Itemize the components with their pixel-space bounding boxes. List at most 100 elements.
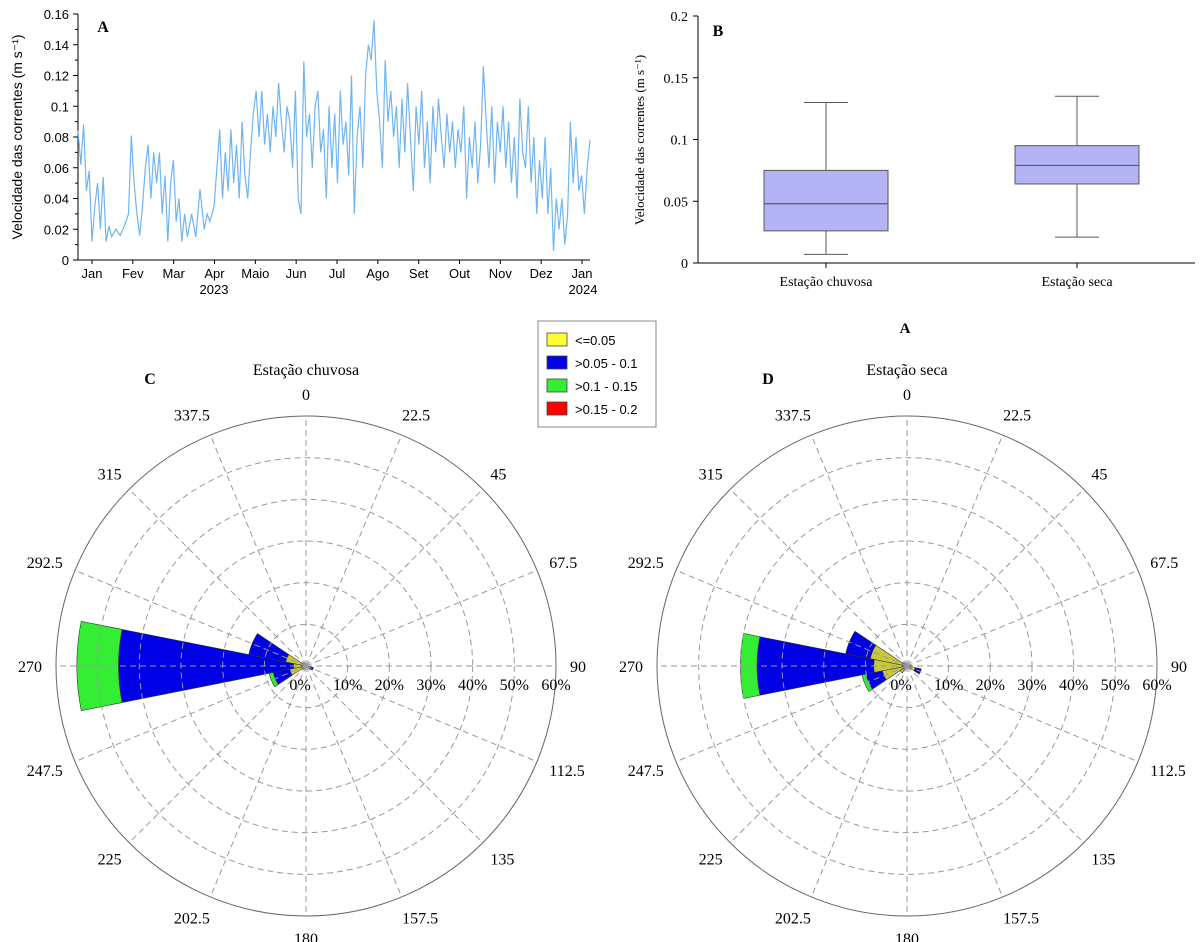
rose-direction-label: 112.5 (549, 763, 584, 780)
rose-direction-label: 270 (619, 659, 643, 676)
a-y-tick-label: 0.1 (51, 99, 69, 114)
rose-direction-label: 90 (570, 659, 586, 676)
rose-title: Estação chuvosa (253, 362, 359, 379)
a-x-tick-label: Apr (204, 266, 225, 281)
rose-spoke (906, 569, 1139, 667)
panel-d-wind-rose: 0 22.5 45 67.5 90 112.5 135 157.5 180 202.5 225 247… (619, 362, 1187, 942)
rose-radial-label: 0% (289, 677, 310, 694)
rose-spoke (729, 488, 908, 667)
a-x-tick-label: Fev (122, 266, 144, 281)
rose-direction-label: 225 (98, 851, 122, 868)
rose-grid-ring (698, 457, 1116, 875)
a-y-tick-label: 0 (62, 253, 69, 268)
rose-direction-label: 157.5 (402, 910, 438, 927)
rose-radial-label: 60% (1142, 677, 1171, 694)
rose-direction-label: 157.5 (1003, 910, 1039, 927)
rose-direction-label: 22.5 (402, 408, 430, 425)
a-y-tick-label: 0.16 (44, 7, 69, 22)
rose-radial-label: 20% (976, 677, 1005, 694)
a-panel-label: A (97, 19, 109, 36)
rose-direction-label: 180 (895, 931, 919, 942)
rose-radial-label: 50% (500, 677, 529, 694)
rose-radial-label: 30% (1017, 677, 1046, 694)
legend-label: >0.15 - 0.2 (575, 402, 638, 417)
rose-radial-label: 20% (375, 677, 404, 694)
legend-label: <=0.05 (575, 333, 616, 348)
rose-direction-label: 67.5 (1150, 555, 1178, 572)
rose-spoke (128, 665, 307, 844)
rose-direction-label: 0 (903, 387, 911, 404)
rose-direction-label: 202.5 (775, 910, 811, 927)
a-x-tick-label: Jan (82, 266, 103, 281)
legend-swatch (546, 355, 568, 370)
rose-direction-label: 135 (490, 851, 514, 868)
legend-swatch (546, 401, 568, 416)
rose-direction-label: 315 (98, 467, 122, 484)
legend-swatch (546, 332, 568, 347)
rose-spoke (675, 569, 908, 667)
rose-direction-label: 202.5 (174, 910, 210, 927)
rose-direction-label: 225 (699, 851, 723, 868)
rose-radial-label: 10% (333, 677, 362, 694)
a-series-line (77, 20, 591, 251)
panel-a-line-chart: 0 0.02 0.04 0.06 0.08 0.1 0.12 0.14 0.16 Jan Fev Ma… (9, 7, 597, 297)
rose-spoke (675, 665, 908, 763)
rose-spoke (128, 488, 307, 667)
a-x-tick-label: Dez (530, 266, 553, 281)
rose-direction-label: 337.5 (174, 408, 210, 425)
rose-spoke (74, 569, 307, 667)
rose-direction-label: 67.5 (549, 555, 577, 572)
panel-b-box-plot: 0 0.05 0.1 0.15 0.2 Estação chuvosa Estação se… (632, 10, 1195, 290)
rose-panel-label: C (144, 371, 156, 388)
rose-spoke (305, 488, 484, 667)
rose-direction-label: 112.5 (1150, 763, 1185, 780)
a-x-tick-label: Jan (572, 266, 593, 281)
a-x-tick-label: Ago (366, 266, 389, 281)
stray-label: A (900, 321, 911, 337)
b-y-axis-label: Velocidade das correntes (m s⁻¹) (632, 55, 647, 225)
rose-spoke (810, 434, 908, 667)
rose-direction-label: 292.5 (27, 555, 63, 572)
legend-swatch (546, 378, 568, 393)
speed-legend: <=0.05 >0.05 - 0.1 >0.1 - 0.15 >0.15 - 0.2 (537, 320, 657, 428)
rose-grid-ring (97, 457, 515, 875)
a-x-tick-label: Nov (489, 266, 513, 281)
rose-spoke (810, 665, 908, 898)
b-panel-label: B (713, 23, 724, 40)
rose-direction-label: 90 (1171, 659, 1187, 676)
a-y-tick-label: 0.06 (44, 161, 69, 176)
rose-sector-bin-3 (76, 620, 123, 712)
rose-radial-label: 50% (1101, 677, 1130, 694)
b-y-tick-label: 0.05 (664, 195, 689, 210)
b-y-tick-label: 0.15 (664, 72, 689, 87)
rose-spoke (729, 665, 908, 844)
a-x-tick-label: Jul (329, 266, 346, 281)
rose-title: Estação seca (866, 362, 947, 379)
rose-direction-label: 337.5 (775, 408, 811, 425)
rose-outer-ring (55, 415, 557, 917)
a-year-label: 2023 (200, 282, 229, 297)
panel-c-wind-rose: 0 22.5 45 67.5 90 112.5 135 157.5 180 202.5 225 247… (18, 362, 586, 942)
rose-direction-label: 22.5 (1003, 408, 1031, 425)
a-y-tick-label: 0.12 (44, 69, 69, 84)
a-x-tick-label: Mar (162, 266, 185, 281)
a-y-tick-label: 0.14 (44, 38, 69, 53)
a-year-label: 2024 (569, 282, 598, 297)
rose-spoke (305, 665, 538, 763)
a-x-tick-label: Set (409, 266, 429, 281)
rose-radial-label: 60% (541, 677, 570, 694)
rose-spoke (906, 665, 1139, 763)
rose-radial-label: 0% (890, 677, 911, 694)
a-y-axis-label: Velocidade das correntes (m s⁻¹) (9, 34, 25, 239)
rose-spoke (305, 665, 484, 844)
rose-radial-label: 10% (934, 677, 963, 694)
rose-direction-label: 135 (1091, 851, 1115, 868)
a-y-tick-label: 0.08 (44, 130, 69, 145)
b-x-tick-label: Estação chuvosa (780, 275, 874, 290)
rose-direction-label: 315 (699, 467, 723, 484)
rose-spoke (305, 434, 403, 667)
rose-spoke (906, 434, 1004, 667)
rose-grid-ring (739, 498, 1075, 834)
rose-direction-label: 247.5 (628, 763, 664, 780)
